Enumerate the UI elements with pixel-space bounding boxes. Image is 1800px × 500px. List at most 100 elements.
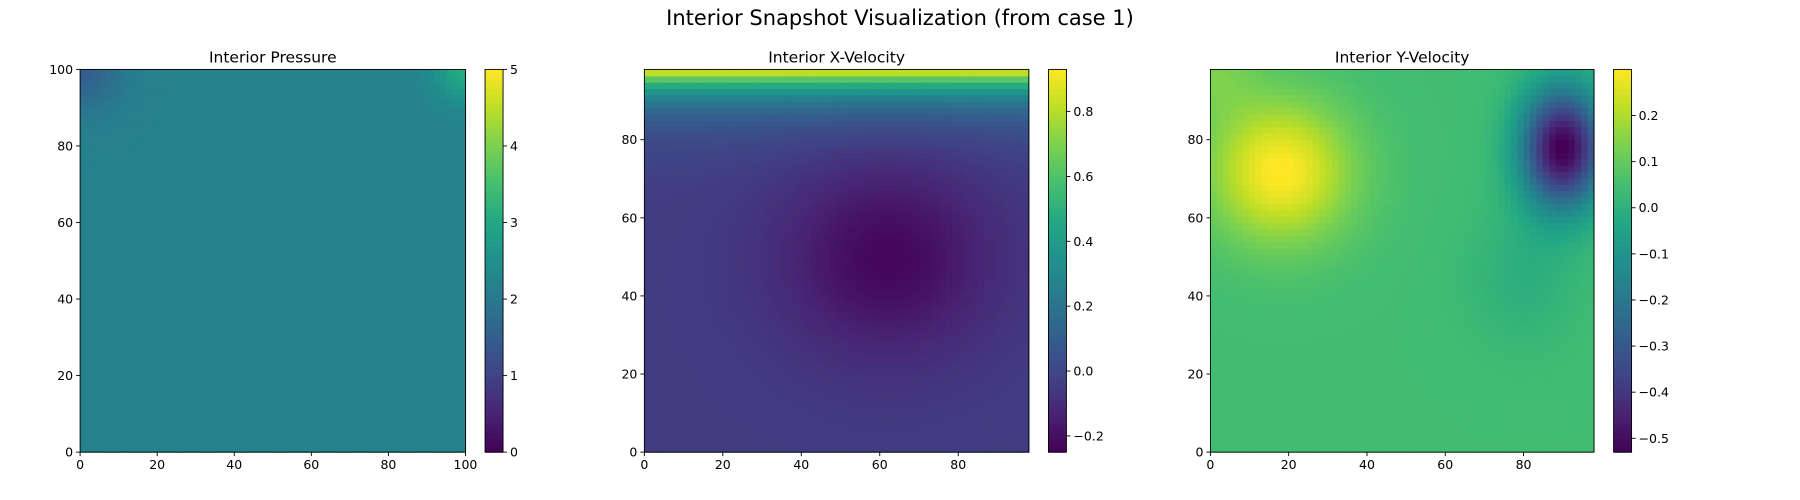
heatmap-cell	[407, 145, 415, 153]
heatmap-cell	[279, 369, 287, 377]
heatmap-cell	[721, 292, 729, 300]
heatmap-cell	[650, 145, 658, 153]
heatmap-cell	[394, 420, 402, 428]
heatmap-cell	[401, 432, 409, 440]
heatmap-cell	[317, 350, 325, 358]
heatmap-cell	[381, 190, 389, 198]
heatmap-cell	[375, 120, 383, 128]
heatmap-cell	[279, 388, 287, 396]
heatmap-cell	[150, 432, 158, 440]
heatmap-cell	[259, 171, 267, 179]
heatmap-cell	[676, 350, 684, 358]
heatmap-cell	[381, 88, 389, 96]
heatmap-cell	[105, 190, 113, 198]
heatmap-cell	[695, 445, 703, 453]
heatmap-cell	[112, 216, 120, 224]
heatmap-cell	[317, 343, 325, 351]
heatmap-cell	[157, 311, 165, 319]
heatmap-cell	[459, 101, 467, 109]
heatmap-cell	[253, 311, 261, 319]
heatmap-cell	[234, 248, 242, 255]
heatmap-cell	[759, 362, 767, 370]
heatmap-cell	[772, 286, 780, 294]
heatmap-cell	[721, 248, 729, 255]
heatmap-cell	[446, 260, 454, 268]
heatmap-cell	[99, 432, 107, 440]
heatmap-cell	[311, 318, 319, 326]
heatmap-cell	[381, 177, 389, 185]
heatmap-cell	[753, 196, 761, 204]
heatmap-cell	[349, 101, 357, 109]
heatmap-cell	[208, 420, 216, 428]
heatmap-cell	[669, 445, 677, 453]
heatmap-cell	[195, 126, 203, 134]
heatmap-cell	[131, 375, 139, 383]
heatmap-cell	[195, 248, 203, 255]
heatmap-cell	[426, 254, 434, 262]
heatmap-cell	[227, 292, 235, 300]
heatmap-cell	[759, 222, 767, 230]
heatmap-cell	[394, 171, 402, 179]
heatmap-cell	[285, 369, 293, 377]
heatmap-cell	[227, 420, 235, 428]
heatmap-cell	[452, 209, 460, 217]
heatmap-cell	[144, 145, 152, 153]
heatmap-cell	[240, 279, 248, 287]
heatmap-cell	[663, 350, 671, 358]
heatmap-cell	[356, 420, 364, 428]
heatmap-cell	[157, 432, 165, 440]
heatmap-cell	[131, 107, 139, 115]
heatmap-cell	[285, 305, 293, 313]
heatmap-cell	[727, 248, 735, 255]
heatmap-cell	[311, 114, 319, 122]
heatmap-cell	[375, 254, 383, 262]
heatmap-cell	[259, 107, 267, 115]
heatmap-cell	[227, 120, 235, 128]
heatmap-cell	[118, 299, 126, 307]
heatmap-cell	[266, 356, 274, 364]
heatmap-cell	[702, 445, 710, 453]
heatmap-cell	[714, 120, 722, 128]
heatmap-cell	[657, 133, 665, 141]
heatmap-cell	[202, 196, 210, 204]
heatmap-cell	[740, 184, 748, 192]
heatmap-cell	[369, 82, 377, 90]
heatmap-cell	[650, 318, 658, 326]
heatmap-cell	[105, 241, 113, 249]
heatmap-cell	[202, 254, 210, 262]
heatmap-cell	[214, 88, 222, 96]
heatmap-cell	[766, 375, 774, 383]
heatmap-cell	[401, 120, 409, 128]
heatmap-cell	[695, 209, 703, 217]
heatmap-cell	[150, 165, 158, 173]
heatmap-cell	[446, 241, 454, 249]
heatmap-cell	[285, 209, 293, 217]
heatmap-cell	[337, 69, 345, 77]
heatmap-cell	[381, 356, 389, 364]
heatmap-cell	[182, 254, 190, 262]
heatmap-cell	[317, 171, 325, 179]
heatmap-cell	[195, 75, 203, 83]
heatmap-cell	[304, 82, 312, 90]
heatmap-cell	[426, 203, 434, 211]
heatmap-cell	[426, 184, 434, 192]
heatmap-cell	[86, 381, 94, 389]
heatmap-cell	[182, 107, 190, 115]
heatmap-cell	[349, 75, 357, 83]
heatmap-cell	[459, 426, 467, 434]
heatmap-cell	[298, 254, 306, 262]
heatmap-cell	[170, 267, 178, 275]
heatmap-cell	[682, 101, 690, 109]
heatmap-cell	[259, 241, 267, 249]
heatmap-cell	[253, 426, 261, 434]
heatmap-cell	[349, 120, 357, 128]
heatmap-cell	[753, 286, 761, 294]
heatmap-cell	[105, 337, 113, 345]
heatmap-cell	[272, 311, 280, 319]
heatmap-cell	[426, 120, 434, 128]
heatmap-cell	[369, 133, 377, 141]
heatmap-cell	[202, 171, 210, 179]
heatmap-cell	[362, 375, 370, 383]
heatmap-cell	[292, 228, 300, 236]
heatmap-cell	[112, 120, 120, 128]
